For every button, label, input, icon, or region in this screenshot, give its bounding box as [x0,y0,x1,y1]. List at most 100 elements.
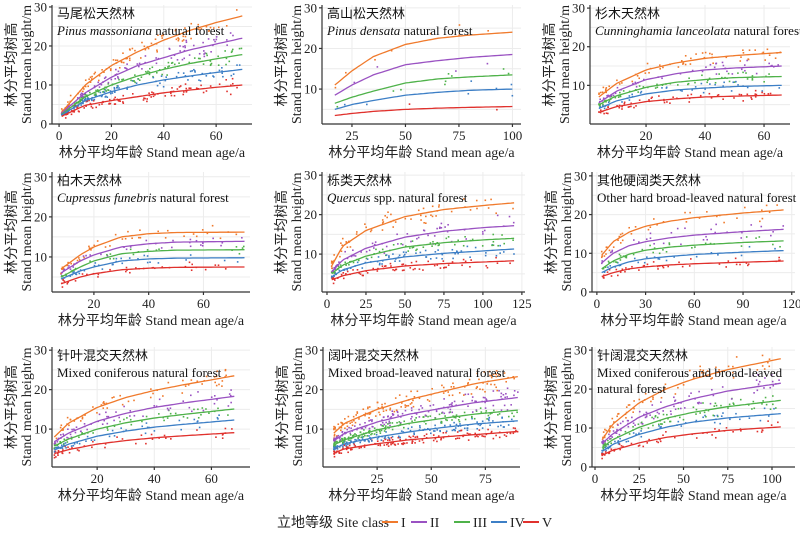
data-point-class-II [746,59,748,62]
data-point-class-IV [109,90,112,92]
title-line: Mixed coniferous and broad-leaved [597,365,783,380]
data-point-class-IV [399,436,401,439]
data-point-class-II [214,40,216,43]
data-point-class-II [698,390,700,393]
data-point-class-IV [435,257,438,259]
data-point-class-III [617,96,620,98]
data-point-class-V [372,267,375,270]
data-point-class-II [390,416,393,418]
data-point-class-III [148,71,151,73]
panel-title-en: Cunninghamia lanceolata natural forest [595,23,800,38]
data-point-class-III [344,261,347,264]
data-point-class-IV [361,436,364,438]
data-point-class-III [501,234,503,236]
data-point-class-II [670,413,672,415]
data-point-class-V [68,451,71,454]
data-point-class-III [768,73,770,75]
data-point-class-I [718,369,720,371]
data-point-class-II [450,403,452,406]
data-point-class-III [714,402,717,405]
data-point-class-V [662,266,665,269]
data-point-class-V [191,263,193,266]
data-point-class-III [503,242,506,245]
data-point-class-III [487,414,490,417]
y-tick-label: 20 [34,38,47,53]
data-point-class-I [682,62,685,64]
data-point-class-III [614,96,617,99]
data-point-class-V [638,99,641,102]
data-point-class-V [57,452,59,455]
data-point-class-II [81,92,84,95]
data-point-class-I [401,402,403,404]
data-point-class-IV [349,267,352,270]
data-point-class-V [460,429,463,432]
data-point-class-III [112,257,115,260]
data-point-class-V [628,105,631,108]
data-point-class-I [87,85,89,88]
data-point-class-II [101,423,104,426]
y-tick-label: 10 [574,421,587,436]
data-point-class-II [498,389,500,392]
data-point-class-I [638,77,641,80]
data-point-class-V [390,443,392,446]
data-point-class-III [628,433,631,435]
data-point-class-V [173,94,176,97]
data-point-class-II [451,411,454,414]
data-point-class-V [454,438,457,440]
data-point-class-IV [746,86,749,89]
data-point-class-II [79,94,82,96]
data-point-class-II [129,246,132,248]
data-point-class-V [366,272,369,274]
data-point-class-I [458,392,461,394]
y-tick-label: 10 [304,247,317,262]
data-point-class-III [458,420,461,423]
data-point-class-II [769,386,772,389]
data-point-class-III [471,415,473,418]
data-point-class-III [94,93,97,96]
data-point-class-III [145,415,148,418]
data-point-class-V [121,438,124,440]
data-point-class-V [230,84,232,87]
data-point-class-V [411,442,413,444]
data-point-class-II [349,432,352,435]
data-point-class-IV [453,421,455,424]
data-point-class-IV [722,412,724,414]
data-point-class-II [471,411,474,413]
data-point-class-I [601,91,604,94]
data-point-class-II [715,223,717,226]
data-point-class-III [360,436,363,439]
data-point-class-V [414,267,416,270]
data-point-class-I [101,69,103,71]
data-point-class-II [106,422,109,425]
data-point-class-IV [383,437,386,439]
data-point-class-V [642,265,645,267]
data-point-class-IV [419,426,421,429]
curve-class-III [60,249,245,278]
data-point-class-III [193,57,196,59]
data-point-class-IV [193,418,196,421]
data-point-class-I [336,435,338,437]
data-point-class-IV [61,444,63,447]
data-point-class-I [601,255,603,257]
data-point-class-I [638,398,641,401]
data-point-class-I [69,418,72,421]
data-point-class-IV [346,268,348,271]
data-point-class-III [336,105,339,108]
data-point-class-II [510,404,512,406]
data-point-class-V [358,272,360,274]
data-point-class-V [78,110,80,113]
data-point-class-V [231,77,234,80]
x-tick-label: 125 [512,296,532,311]
data-point-class-V [421,439,424,441]
data-point-class-V [382,440,385,442]
data-point-class-II [333,437,336,440]
data-point-class-V [221,434,224,436]
data-point-class-IV [387,436,390,439]
data-point-class-II [673,405,675,408]
data-point-class-IV [72,444,75,447]
data-point-class-II [634,81,637,84]
data-point-class-III [147,70,149,73]
data-point-class-V [62,279,64,281]
data-point-class-I [128,59,131,62]
